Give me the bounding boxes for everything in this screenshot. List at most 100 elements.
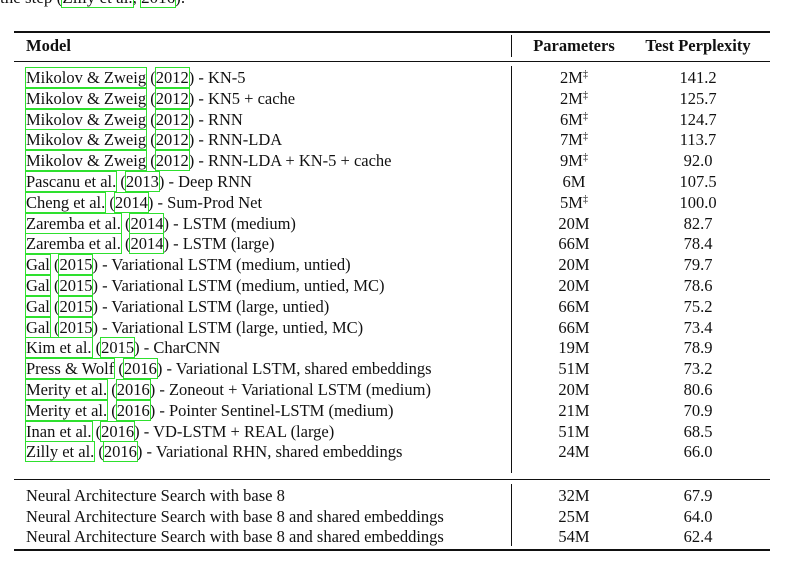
citation-authors-link[interactable]: Mikolov & Zweig — [24, 87, 148, 109]
perplexity-cell: 79.7 — [683, 255, 713, 275]
table-row: Neural Architecture Search with base 8 a… — [0, 526, 785, 547]
citation-year-link[interactable]: 2015 — [58, 316, 94, 338]
citation-year-link[interactable]: 2012 — [154, 87, 190, 109]
citation-year-link[interactable]: 2016 — [115, 399, 151, 421]
citation-authors-link[interactable]: Merity et al. — [24, 379, 109, 400]
parameters-cell: 2M‡ — [516, 67, 632, 88]
table-row: Mikolov & Zweig (2012) - RNN-LDA + KN-5 … — [0, 150, 785, 172]
model-cell: Press & Wolf (2016) - Variational LSTM, … — [24, 358, 432, 380]
model-cell: Gal (2015) - Variational LSTM (medium, u… — [25, 254, 351, 276]
parameters-cell: 2M‡ — [516, 88, 632, 109]
parameters-cell: 6M — [516, 171, 632, 192]
citation-authors-link[interactable]: Press & Wolf — [24, 358, 116, 380]
model-cell: Zilly et al. (2016) - Variational RHN, s… — [24, 441, 403, 463]
model-description: - VD-LSTM + REAL (large) — [139, 421, 335, 441]
model-description: - Variational LSTM (medium, untied, MC) — [97, 276, 385, 295]
model-cell: Neural Architecture Search with base 8 a… — [26, 527, 444, 546]
citation-year-link[interactable]: 2016 — [100, 420, 136, 442]
citation-year-link[interactable]: 2012 — [154, 108, 190, 130]
model-cell: Neural Architecture Search with base 8 — [26, 486, 285, 505]
citation-year-link[interactable]: 2014 — [129, 233, 165, 255]
parameters-cell: 66M — [516, 233, 632, 254]
model-description: - LSTM (medium) — [168, 213, 296, 233]
citation-year-link[interactable]: 2016 — [115, 379, 151, 400]
parameters-value: 6M — [560, 109, 583, 129]
citation-authors-link[interactable]: Kim et al. — [25, 337, 93, 359]
citation-year-link[interactable]: 2015 — [100, 337, 136, 359]
citation-authors-link[interactable]: Mikolov & Zweig — [24, 67, 148, 88]
parameters-value: 2M — [560, 68, 583, 87]
perplexity-cell: 92.0 — [683, 151, 713, 171]
dagger-footnote-mark: ‡ — [582, 110, 588, 122]
perplexity-cell: 107.5 — [679, 172, 717, 191]
citation-authors-link[interactable]: Zilly et al. — [61, 0, 134, 8]
parameters-cell: 54M — [558, 527, 590, 546]
header-model: Model — [26, 36, 71, 55]
citation-authors-link[interactable]: Mikolov & Zweig — [24, 129, 148, 151]
citation-year-link[interactable]: 2015 — [58, 254, 94, 276]
model-cell: Gal (2015) - Variational LSTM (large, un… — [25, 316, 364, 338]
table-row: Merity et al. (2016) - Zoneout + Variati… — [0, 379, 785, 400]
model-cell: Mikolov & Zweig (2012) - KN-5 — [24, 67, 246, 88]
citation-authors-link[interactable]: Zaremba et al. — [25, 233, 122, 255]
table-row: Inan et al. (2016) - VD-LSTM + REAL (lar… — [0, 420, 785, 442]
perplexity-cell: 78.6 — [683, 276, 713, 295]
parameters-cell: 5M‡ — [516, 192, 632, 213]
parameters-cell: 24M — [516, 441, 632, 462]
parameters-cell: 20M — [516, 254, 632, 275]
perplexity-cell: 141.2 — [679, 68, 717, 87]
model-description: - Variational LSTM, shared embeddings — [162, 359, 432, 379]
parameters-value: 19M — [558, 338, 590, 358]
parameters-cell: 21M — [516, 400, 632, 421]
dagger-footnote-mark: ‡ — [582, 193, 588, 205]
parameters-cell: 19M — [516, 337, 632, 358]
citation-year-link[interactable]: 2012 — [154, 67, 190, 88]
citation-year-link[interactable]: 2013 — [124, 171, 160, 192]
perplexity-cell: 75.2 — [683, 296, 713, 316]
citation-year-link[interactable]: 2016 — [140, 0, 177, 8]
citation-authors-link[interactable]: Mikolov & Zweig — [24, 150, 148, 172]
parameters-cell: 66M — [516, 317, 632, 338]
dagger-footnote-mark: ‡ — [582, 69, 588, 80]
model-description: - Sum-Prod Net — [153, 192, 263, 212]
perplexity-cell: 67.9 — [683, 486, 713, 505]
perplexity-cell: 125.7 — [679, 88, 717, 108]
model-cell: Gal (2015) - Variational LSTM (medium, u… — [25, 275, 385, 296]
citation-year-link[interactable]: 2012 — [154, 150, 190, 172]
citation-authors-link[interactable]: Mikolov & Zweig — [24, 108, 148, 130]
model-cell: Cheng et al. (2014) - Sum-Prod Net — [24, 191, 263, 213]
table-header-row: Model Parameters Test Perplexity — [0, 35, 785, 56]
citation-authors-link[interactable]: Merity et al. — [24, 399, 109, 421]
header-test-perplexity: Test Perplexity — [645, 36, 751, 55]
parameters-value: 66M — [558, 296, 590, 316]
perplexity-cell: 78.9 — [683, 338, 713, 358]
citation-authors-link[interactable]: Gal — [25, 316, 51, 338]
parameters-value: 9M — [560, 151, 583, 171]
citation-authors-link[interactable]: Gal — [25, 275, 51, 296]
citation-year-link[interactable]: 2014 — [113, 191, 149, 213]
perplexity-cell: 100.0 — [679, 192, 717, 212]
parameters-value: 2M — [560, 88, 583, 108]
parameters-value: 20M — [558, 213, 590, 233]
citation-year-link[interactable]: 2014 — [129, 212, 165, 234]
table-row: Zilly et al. (2016) - Variational RHN, s… — [0, 441, 785, 463]
citation-authors-link[interactable]: Zilly et al. — [24, 441, 96, 463]
model-description: - Pointer Sentinel-LSTM (medium) — [155, 400, 394, 420]
table-row: Zaremba et al. (2014) - LSTM (large) 66M 7… — [0, 233, 785, 255]
citation-authors-link[interactable]: Zaremba et al. — [25, 212, 122, 234]
citation-authors-link[interactable]: Gal — [25, 295, 51, 317]
citation-year-link[interactable]: 2016 — [122, 358, 158, 380]
model-cell: Inan et al. (2016) - VD-LSTM + REAL (lar… — [25, 420, 335, 442]
citation-year-link[interactable]: 2012 — [154, 129, 190, 151]
parameters-value: 7M — [560, 130, 583, 150]
citation-authors-link[interactable]: Cheng et al. — [24, 191, 107, 213]
citation-year-link[interactable]: 2016 — [102, 441, 138, 463]
dagger-footnote-mark: ‡ — [582, 152, 588, 164]
table-row: Gal (2015) - Variational LSTM (large, un… — [0, 295, 785, 317]
parameters-value: 6M — [562, 172, 586, 191]
citation-authors-link[interactable]: Gal — [25, 254, 51, 276]
citation-year-link[interactable]: 2015 — [58, 295, 94, 317]
citation-authors-link[interactable]: Inan et al. — [25, 420, 93, 442]
citation-year-link[interactable]: 2015 — [58, 275, 94, 296]
citation-authors-link[interactable]: Pascanu et al. — [24, 171, 118, 192]
